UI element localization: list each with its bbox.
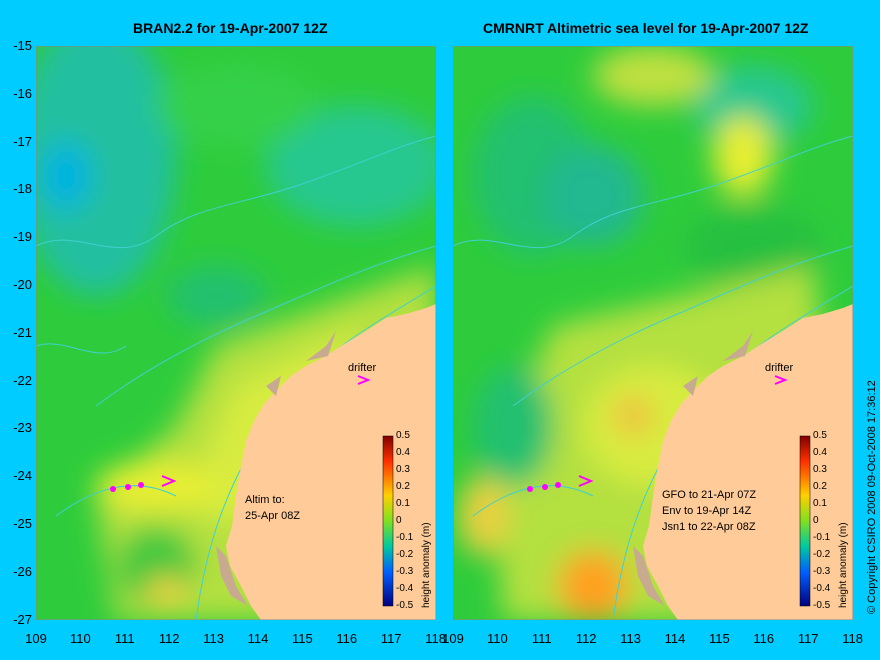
lat-tick-label: -17 bbox=[13, 133, 32, 149]
colorbar-tick-label: -0.3 bbox=[396, 566, 414, 577]
colorbar-tick-label: -0.3 bbox=[813, 566, 831, 577]
lat-tick-label: -27 bbox=[13, 611, 32, 627]
colorbar-tick-label: 0.1 bbox=[813, 498, 827, 509]
left-colorbar bbox=[382, 435, 394, 607]
lat-tick-label: -22 bbox=[13, 372, 32, 388]
left-drifter-label: drifter bbox=[348, 362, 377, 374]
lon-tick-label: 114 bbox=[664, 631, 686, 646]
lat-tick-label: -19 bbox=[13, 229, 32, 245]
colorbar-tick-label: -0.2 bbox=[813, 549, 831, 560]
lon-tick-label: 118 bbox=[842, 631, 863, 646]
lat-tick-label: -16 bbox=[13, 85, 32, 101]
left-altim-line-1: Altim to: bbox=[245, 494, 285, 506]
right-altim-line-2: Env to 19-Apr 14Z bbox=[662, 505, 752, 517]
lon-tick-label: 111 bbox=[114, 631, 135, 646]
lon-tick-label: 118 bbox=[425, 631, 446, 646]
colorbar-tick-label: 0.5 bbox=[813, 430, 827, 441]
copyright-text: © Copyright CSIRO 2008 09-Oct-2008 17:36… bbox=[866, 380, 878, 614]
lon-tick-label: 116 bbox=[336, 631, 358, 646]
colorbar-tick-label: 0 bbox=[396, 515, 402, 526]
colorbar-tick-label: 0.2 bbox=[813, 481, 827, 492]
colorbar-tick-label: 0.3 bbox=[813, 464, 827, 475]
lon-tick-label: 114 bbox=[247, 631, 269, 646]
right-map-title: CMRNRT Altimetric sea level for 19-Apr-2… bbox=[483, 20, 809, 36]
lon-tick-label: 111 bbox=[531, 631, 552, 646]
right-colorbar-label: height anomaly (m) bbox=[838, 522, 849, 608]
right-map-panel[interactable] bbox=[453, 46, 853, 620]
colorbar-tick-label: 0.4 bbox=[396, 447, 410, 458]
lon-tick-label: 116 bbox=[753, 631, 775, 646]
left-drifter-track bbox=[110, 375, 371, 492]
left-map-title: BRAN2.2 for 19-Apr-2007 12Z bbox=[133, 20, 328, 36]
lon-tick-label: 117 bbox=[797, 631, 819, 646]
colorbar-tick-label: -0.4 bbox=[813, 583, 831, 594]
lon-tick-label: 112 bbox=[158, 631, 180, 646]
lon-tick-label: 113 bbox=[203, 631, 224, 646]
colorbar-tick-label: -0.2 bbox=[396, 549, 414, 560]
left-colorbar-label: height anomaly (m) bbox=[421, 522, 432, 608]
colorbar-tick-label: 0.1 bbox=[396, 498, 410, 509]
lon-tick-label: 110 bbox=[487, 631, 508, 646]
right-altim-line-1: GFO to 21-Apr 07Z bbox=[662, 489, 757, 501]
colorbar-tick-label: 0.4 bbox=[813, 447, 827, 458]
lon-tick-label: 113 bbox=[620, 631, 641, 646]
colorbar-tick-label: -0.1 bbox=[396, 532, 414, 543]
lat-tick-label: -21 bbox=[13, 324, 32, 340]
colorbar-tick-label: -0.5 bbox=[396, 600, 414, 611]
lon-tick-label: 115 bbox=[292, 631, 313, 646]
lat-tick-label: -25 bbox=[13, 516, 32, 531]
lon-tick-label: 110 bbox=[70, 631, 91, 646]
colorbar-tick-label: 0.2 bbox=[396, 481, 410, 492]
colorbar-tick-label: 0.5 bbox=[396, 430, 410, 441]
colorbar-tick-label: 0.3 bbox=[396, 464, 410, 475]
lat-tick-label: -18 bbox=[13, 181, 32, 197]
lon-tick-label: 115 bbox=[709, 631, 730, 646]
lon-tick-label: 109 bbox=[25, 631, 47, 646]
right-colorbar bbox=[799, 435, 811, 607]
right-drifter-label: drifter bbox=[765, 362, 794, 374]
left-map-panel[interactable] bbox=[36, 46, 436, 620]
lon-tick-label: 112 bbox=[575, 631, 597, 646]
left-altim-line-2: 25-Apr 08Z bbox=[245, 510, 301, 522]
lon-tick-label: 109 bbox=[442, 631, 464, 646]
lon-tick-label: 117 bbox=[380, 631, 402, 646]
colorbar-tick-label: 0 bbox=[813, 515, 819, 526]
lat-tick-label: -15 bbox=[13, 38, 32, 53]
right-drifter-track bbox=[527, 375, 788, 492]
lat-tick-label: -26 bbox=[13, 563, 32, 579]
lat-tick-label: -24 bbox=[13, 468, 32, 484]
right-altim-line-3: Jsn1 to 22-Apr 08Z bbox=[662, 521, 756, 533]
colorbar-tick-label: -0.5 bbox=[813, 600, 831, 611]
colorbar-tick-label: -0.1 bbox=[813, 532, 831, 543]
lat-tick-label: -20 bbox=[13, 277, 32, 292]
colorbar-tick-label: -0.4 bbox=[396, 583, 414, 594]
lat-tick-label: -23 bbox=[13, 420, 32, 436]
